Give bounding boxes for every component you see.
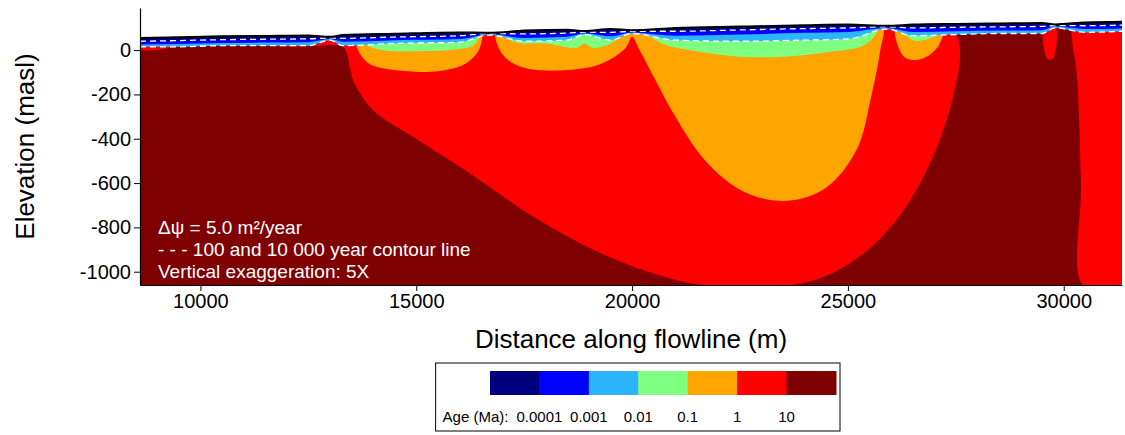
colorbar-frame [436,363,840,431]
age-contour-line [140,25,1122,41]
chart-container: Δψ = 5.0 m²/year- - - 100 and 10 000 yea… [0,0,1125,435]
annotation: Δψ = 5.0 m²/year [158,217,303,238]
x-tick: 25000 [821,285,877,312]
x-axis-title: Distance along flowline (m) [475,324,787,354]
colorbar-swatch [638,371,688,395]
colorbar-swatch [490,371,540,395]
y-tick: -1000 [80,261,140,283]
y-tick: 0 [120,39,140,61]
ground-surface [140,22,1122,38]
x-tick: 15000 [389,285,445,312]
x-axis: 10000 15000 20000 25000 30000 [141,285,1123,312]
chart-svg: Δψ = 5.0 m²/year- - - 100 and 10 000 yea… [0,0,1125,435]
x-tick: 30000 [1036,285,1092,312]
colorbar-tick-label: 0.1 [677,408,698,425]
y-tick-label: -600 [91,172,131,194]
y-tick: -400 [91,128,140,150]
colorbar-swatch [688,371,738,395]
y-tick-mark [134,227,140,228]
y-tick-mark [134,94,140,95]
y-axis-line [140,9,141,286]
x-tick-label: 20000 [605,290,661,312]
y-tick-mark [134,183,140,184]
x-tick-label: 10000 [173,290,229,312]
x-axis-line [141,285,1123,286]
colorbar-tick-label: 10 [778,408,795,425]
y-tick: -200 [91,83,140,105]
colorbar: 0.0001 0.001 0.01 0.1 1 10 Age (Ma): [436,363,840,431]
y-tick-mark [134,50,140,51]
plot-area [140,18,1122,285]
age-zone [1071,18,1122,285]
colorbar-swatch [539,371,589,395]
colorbar-swatch [787,371,837,395]
age-zone [495,23,884,201]
y-tick-mark [134,272,140,273]
y-tick-label: -400 [91,128,131,150]
colorbar-tick-label: 0.0001 [516,408,562,425]
y-axis-title: Elevation (masl) [10,53,40,239]
colorbar-tick-label: 0.001 [570,408,608,425]
y-tick-mark [134,139,140,140]
subsurface [140,18,1122,285]
y-tick: -800 [91,216,140,238]
y-tick-label: 0 [120,39,131,61]
y-tick: -600 [91,172,140,194]
colorbar-swatch [737,371,787,395]
age-band [140,22,1122,45]
x-tick-label: 30000 [1036,290,1092,312]
y-tick-label: -800 [91,216,131,238]
colorbar-title: Age (Ma): [443,408,509,425]
y-axis: 0 -200 -400 -600 -800 -1000 [80,9,141,286]
y-tick-label: -200 [91,83,131,105]
colorbar-tick-label: 0.01 [624,408,653,425]
x-tick: 20000 [605,285,661,312]
x-tick-label: 15000 [389,290,445,312]
age-zone [140,23,960,285]
annotation: - - - 100 and 10 000 year contour line [158,239,471,260]
y-tick-label: -1000 [80,261,131,283]
x-tick: 10000 [173,285,229,312]
colorbar-swatch [589,371,639,395]
x-tick-label: 25000 [821,290,877,312]
age-band [140,22,1122,47]
colorbar-tick-label: 1 [733,408,741,425]
annotation: Vertical exaggeration: 5X [158,261,370,282]
age-band [140,22,1122,42]
